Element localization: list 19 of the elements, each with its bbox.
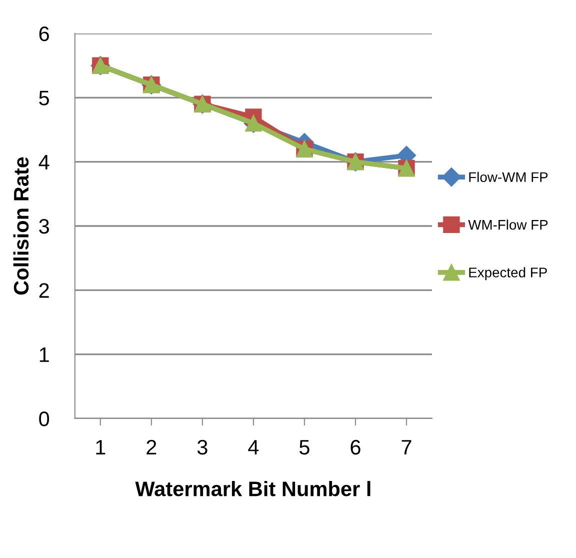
- y-tick-label: 2: [39, 283, 49, 298]
- x-tick-label: 7: [402, 440, 412, 454]
- x-tick-label: 2: [146, 440, 156, 454]
- x-tick-label: 1: [96, 440, 106, 454]
- y-tick-label: 0: [39, 412, 50, 426]
- y-tick-label: 3: [39, 218, 49, 234]
- x-axis-title: Watermark Bit Number l: [135, 480, 370, 496]
- x-tick-label: 5: [300, 440, 310, 455]
- legend-label: Flow-WM FP: [469, 172, 548, 182]
- legend-label: Expected FP: [469, 267, 547, 280]
- y-tick-label: 6: [39, 26, 49, 42]
- y-tick-label: 4: [38, 155, 50, 170]
- y-tick-label: 1: [40, 348, 49, 362]
- x-tick-label: 3: [197, 440, 208, 455]
- x-tick-label: 6: [350, 440, 360, 455]
- x-tick-label: 4: [248, 440, 259, 454]
- legend-label: WM-Flow FP: [468, 220, 548, 230]
- y-axis-title: Collision Rate: [13, 157, 29, 295]
- y-tick-label: 5: [39, 90, 50, 106]
